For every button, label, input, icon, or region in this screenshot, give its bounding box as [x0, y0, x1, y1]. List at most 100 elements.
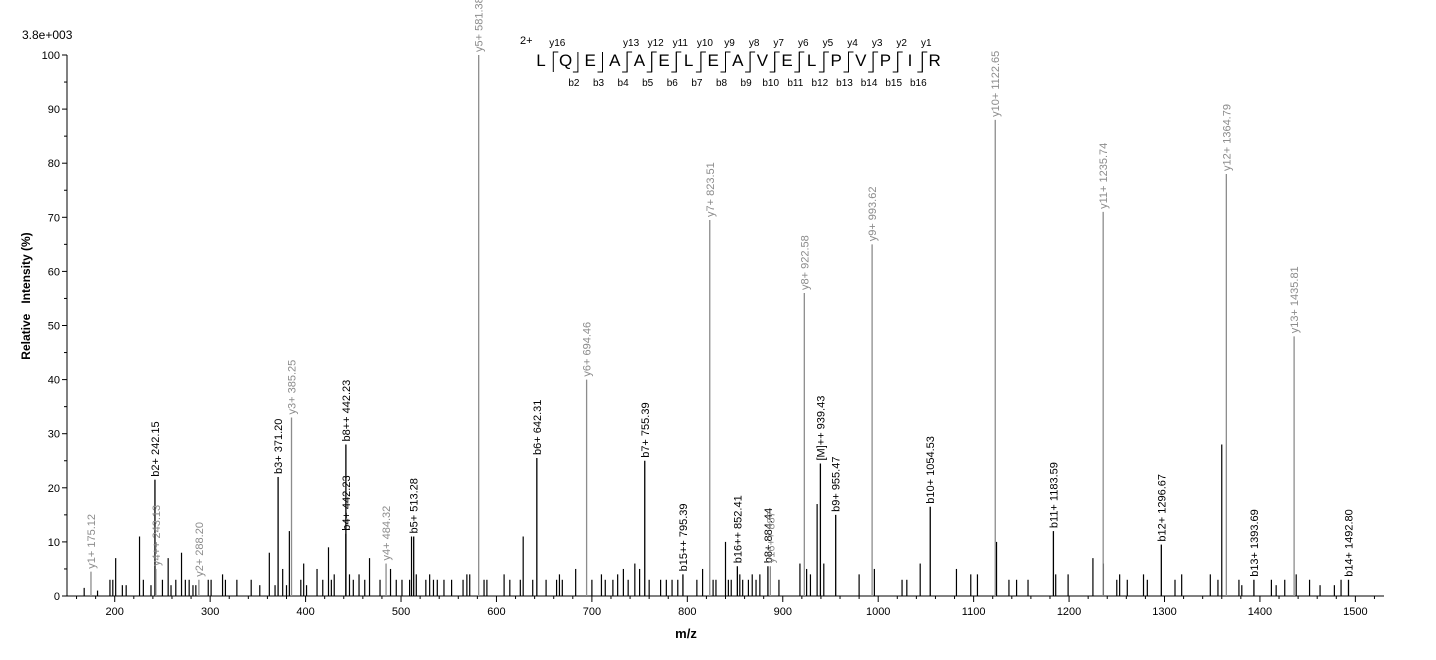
y-ion-bracket	[675, 51, 682, 72]
peak-label: b16++ 852.41	[732, 495, 744, 563]
axes: 200 300 400 500 600 700 800 900 1000 1100 1200 1300…	[42, 50, 1384, 618]
residue: I	[908, 51, 913, 70]
y-ion-label: y1	[921, 38, 932, 49]
y-tick-label: 20	[48, 483, 60, 495]
b-ion-bracket	[843, 52, 849, 73]
x-tick-label: 1500	[1343, 606, 1367, 618]
residue: A	[634, 51, 646, 70]
residue: A	[609, 51, 621, 70]
residue: Q	[559, 51, 572, 70]
b-ion-bracket	[917, 52, 923, 73]
residue: E	[781, 51, 792, 70]
peak-label: y8+ 922.58	[799, 235, 811, 290]
x-tick-label: 300	[201, 606, 219, 618]
b-ion-label: b7	[691, 78, 703, 89]
y-ion-bracket	[651, 51, 657, 72]
peak-label: y5+ 581.38	[474, 0, 486, 52]
b-ion-bracket	[794, 52, 800, 73]
x-tick-label: 1200	[1057, 606, 1081, 618]
residue: E	[658, 51, 669, 70]
peak-label: b5+ 513.28	[409, 478, 421, 533]
residue: R	[928, 51, 940, 70]
x-tick-label: 200	[106, 606, 124, 618]
y-ion-label: y11	[673, 38, 689, 49]
b-ion-bracket	[646, 52, 653, 73]
y-ion-bracket	[798, 51, 805, 72]
residue: E	[708, 51, 719, 70]
x-tick-label: 400	[296, 606, 314, 618]
y-ion-label: y3	[872, 38, 883, 49]
y-tick-label: 90	[48, 104, 60, 116]
x-axis-title: m/z	[675, 626, 697, 641]
y-ion-bracket	[700, 51, 706, 72]
peak-label: y12+ 1364.79	[1221, 104, 1233, 171]
y-ion-bracket	[897, 51, 903, 72]
peak-label: b7+ 755.39	[640, 402, 652, 457]
y-tick-label: 80	[48, 158, 60, 170]
peak-label: b4+ 442.23	[341, 475, 353, 530]
y-ion-label: y7	[773, 38, 784, 49]
b-ion-bracket	[695, 52, 702, 73]
b-ion-label: b16	[910, 78, 927, 89]
b-ion-label: b15	[885, 78, 902, 89]
peak-label: y13+ 1435.81	[1289, 266, 1301, 333]
b-ion-label: b9	[741, 78, 753, 89]
y-ion-label: y13	[623, 38, 640, 49]
residue: E	[585, 51, 596, 70]
b-ion-bracket	[745, 52, 751, 73]
y-tick-label: 30	[48, 429, 60, 441]
y-ion-bracket	[749, 51, 756, 72]
b-ion-label: b4	[618, 78, 630, 89]
b-ion-label: b10	[762, 78, 779, 89]
peak-label: b8+ 884.44	[763, 508, 775, 563]
residue: P	[831, 51, 842, 70]
y-ion-label: y16	[549, 38, 566, 49]
y-ion-bracket	[774, 51, 780, 72]
peak-label: y16++ 887	[765, 511, 777, 563]
y-ion-label: y12	[648, 38, 665, 49]
b-ion-label: b8	[716, 78, 728, 89]
y-tick-label: 100	[42, 50, 60, 62]
intensity-scale-label: 3.8e+003	[22, 28, 73, 42]
b-ion-label: b12	[812, 78, 829, 89]
peak-label: [M]++ 939.43	[815, 396, 827, 461]
b-ion-bracket	[572, 52, 579, 73]
y-ion-label: y4	[847, 38, 858, 49]
peak-label: b13+ 1393.69	[1249, 509, 1261, 577]
peak-label: b6+ 642.31	[532, 400, 544, 455]
b-ion-label: b6	[667, 78, 679, 89]
b-ion-bracket	[769, 52, 776, 73]
residue: V	[757, 51, 769, 70]
peak-label: y7+ 823.51	[705, 162, 717, 217]
x-tick-label: 1400	[1248, 606, 1272, 618]
x-tick-label: 1300	[1152, 606, 1176, 618]
peak-label: y4++ 243.13	[151, 505, 163, 566]
b-ion-label: b5	[642, 78, 654, 89]
y-axis-title: Relative Intensity (%)	[19, 232, 33, 359]
y-ion-label: y6	[798, 38, 809, 49]
residue: V	[855, 51, 867, 70]
y-ion-label: y2	[896, 38, 907, 49]
y-ion-bracket	[552, 51, 559, 72]
y-ion-bracket	[823, 51, 829, 72]
peak-label: b10+ 1054.53	[925, 436, 937, 504]
peak-label: b9+ 955.47	[831, 457, 843, 512]
y-ion-bracket	[872, 51, 879, 72]
peak-label: y11+ 1235.74	[1098, 143, 1110, 209]
y-ion-label: y5	[823, 38, 834, 49]
y-ion-bracket	[725, 51, 731, 72]
peak-label: b11+ 1183.59	[1048, 462, 1060, 528]
peak-label: y4+ 484.32	[381, 506, 393, 561]
peak-label: b14+ 1492.80	[1344, 509, 1356, 577]
peak-label: b12+ 1296.67	[1156, 474, 1168, 542]
y-tick-label: 50	[48, 321, 60, 333]
y-tick-label: 60	[48, 266, 60, 278]
b-ion-label: b11	[787, 78, 803, 89]
residue: A	[732, 51, 744, 70]
peak-label: y9+ 993.62	[867, 187, 879, 242]
y-ion-bracket	[626, 51, 633, 72]
peak-label: b15++ 795.39	[678, 503, 690, 571]
x-tick-label: 900	[774, 606, 792, 618]
